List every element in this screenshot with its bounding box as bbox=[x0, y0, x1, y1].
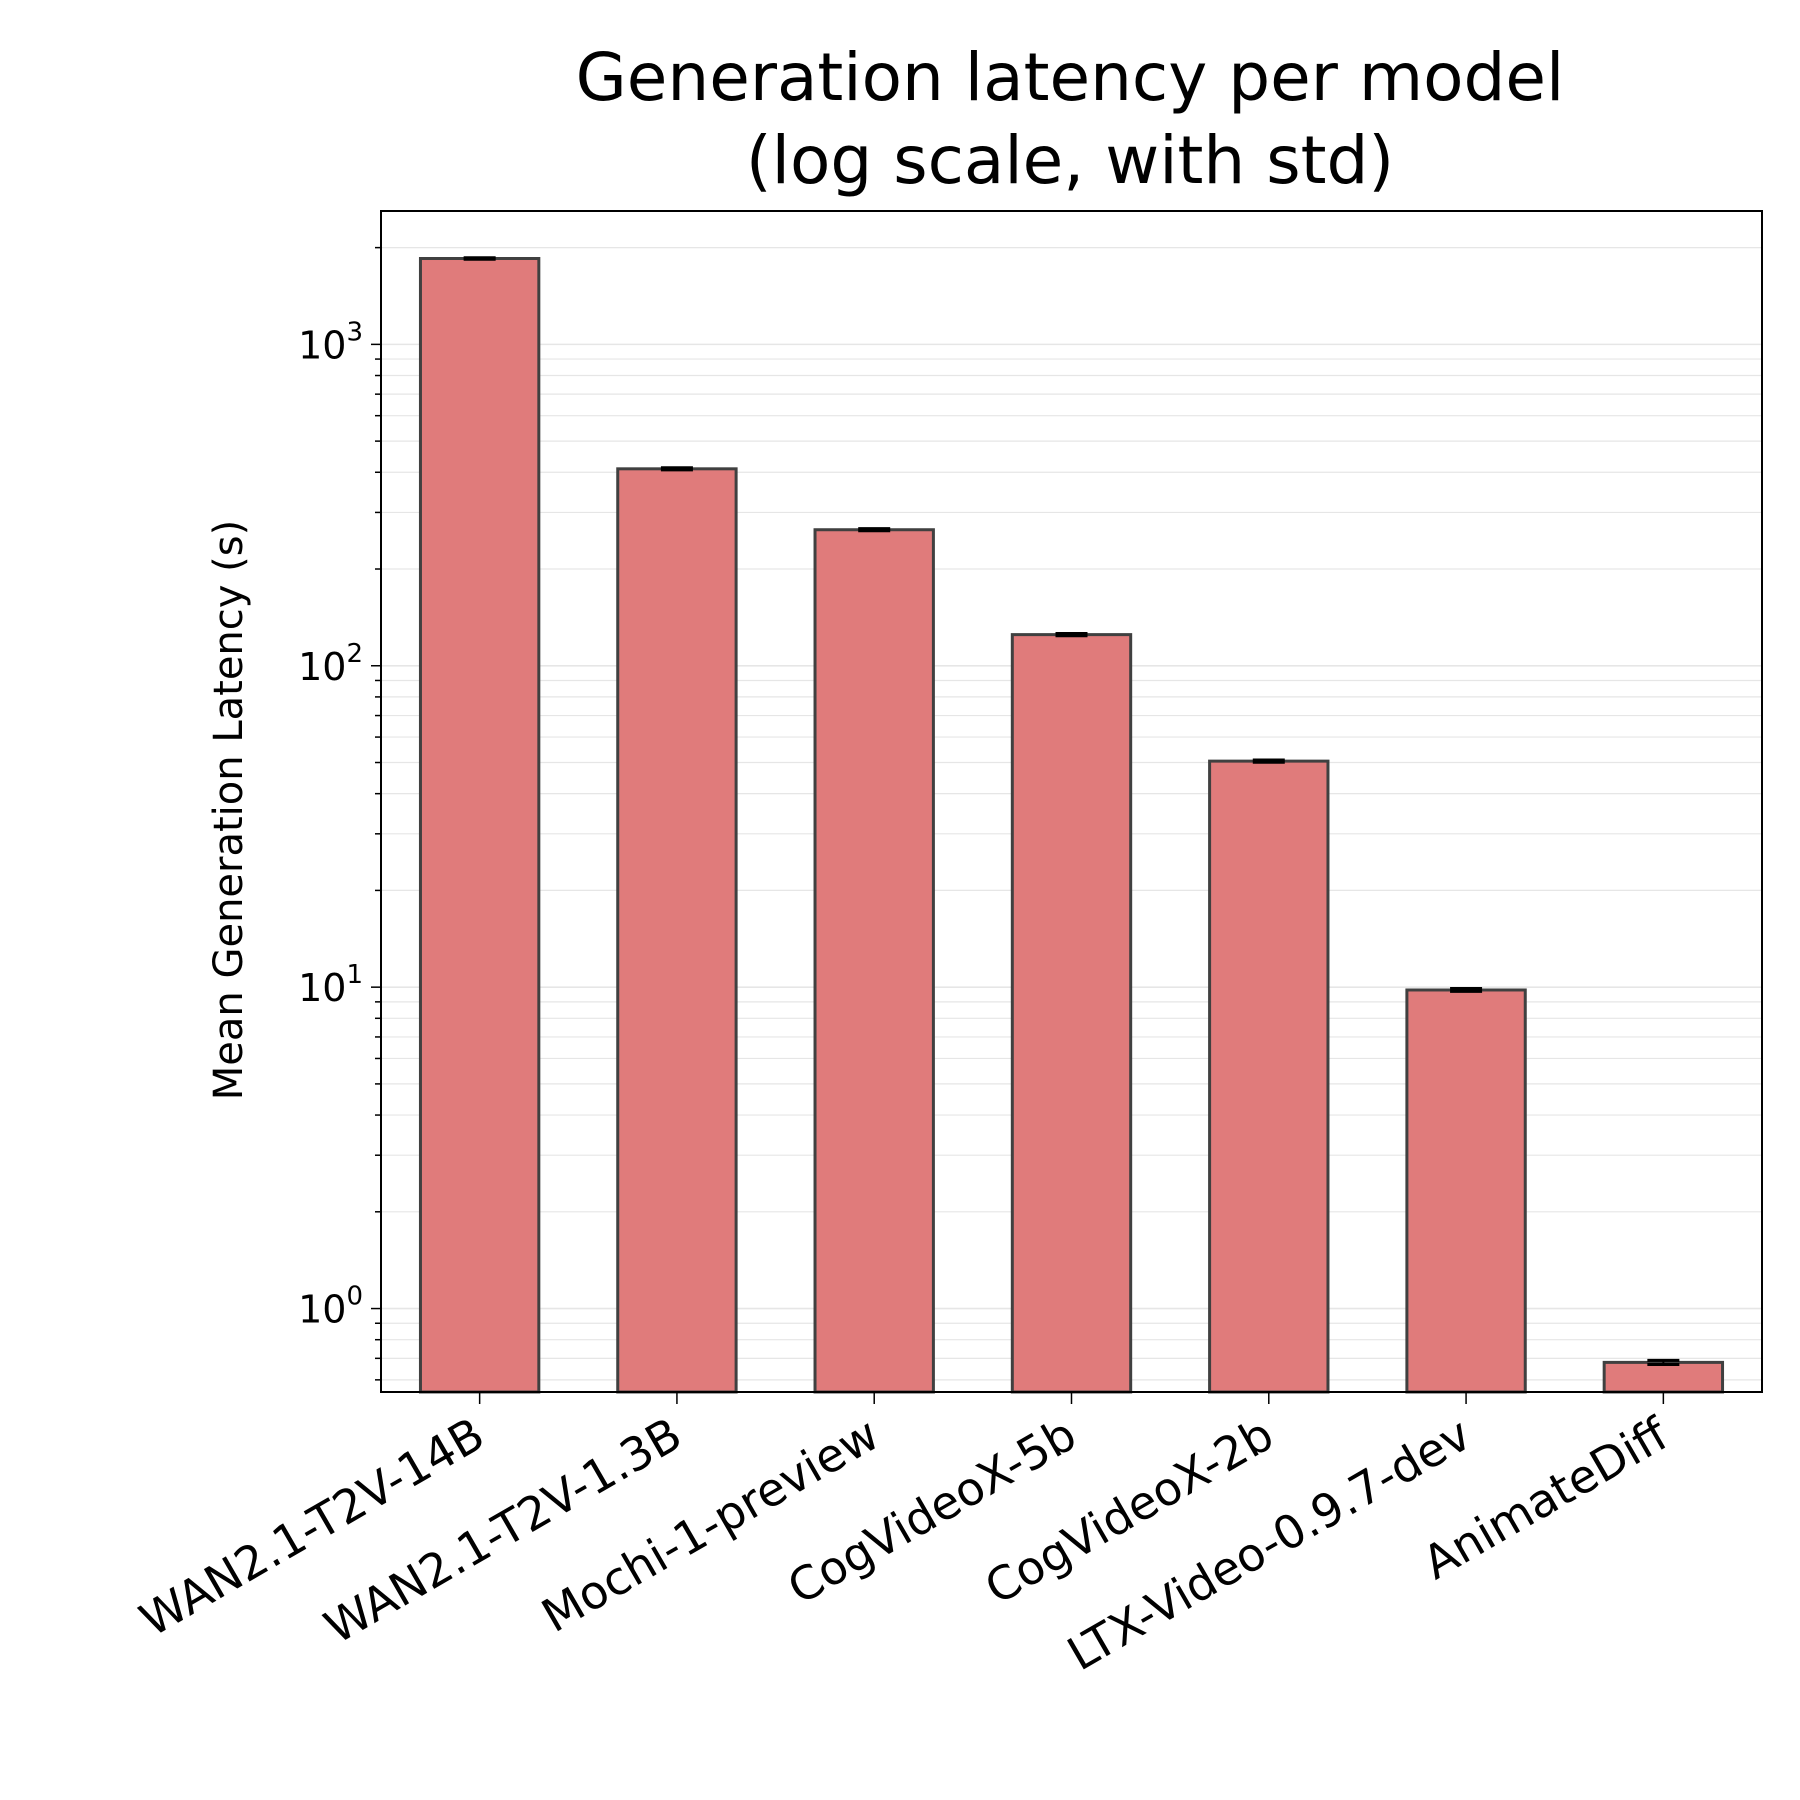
plot-frame bbox=[380, 210, 1763, 1393]
bar bbox=[1602, 1360, 1725, 1394]
y-axis-label: Mean Generation Latency (s) bbox=[206, 520, 252, 1100]
y-tick-label: 102 bbox=[298, 639, 363, 689]
bar bbox=[418, 257, 541, 1394]
x-tick-label: WAN2.1-T2V-14B bbox=[131, 1407, 493, 1647]
y-tick-labels: 100 101 102 103 bbox=[298, 317, 363, 1331]
chart-title-line-2: (log scale, with std) bbox=[746, 122, 1394, 199]
bar bbox=[1010, 633, 1133, 1394]
bar bbox=[616, 467, 738, 1394]
x-tick-label: WAN2.1-T2V-1.3B bbox=[315, 1407, 690, 1655]
bar bbox=[1208, 759, 1330, 1394]
x-tick-labels: WAN2.1-T2V-14BWAN2.1-T2V-1.3BMochi-1-pre… bbox=[131, 1406, 1678, 1681]
chart-title-line-1: Generation latency per model bbox=[576, 39, 1565, 116]
y-tick-label: 103 bbox=[298, 317, 363, 367]
x-tick-label: Mochi-1-preview bbox=[533, 1407, 888, 1643]
y-tick-label: 101 bbox=[298, 960, 363, 1010]
axes bbox=[371, 210, 1763, 1404]
bar bbox=[1405, 988, 1527, 1394]
bars bbox=[418, 256, 1725, 1394]
y-tick-label: 100 bbox=[298, 1282, 363, 1332]
bar bbox=[813, 528, 935, 1394]
